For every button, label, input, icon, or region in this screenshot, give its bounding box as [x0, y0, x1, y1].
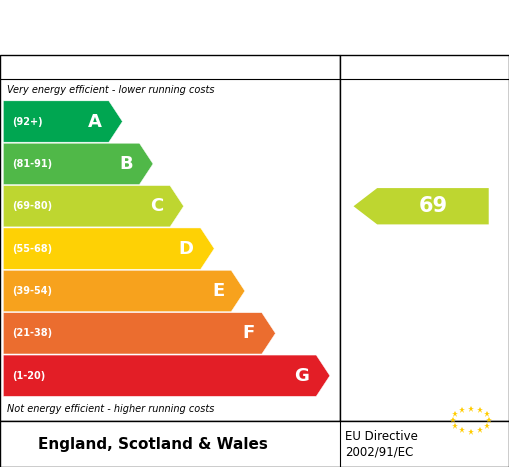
Text: (81-91): (81-91): [12, 159, 52, 169]
Text: G: G: [295, 367, 309, 385]
Text: (69-80): (69-80): [12, 201, 52, 211]
Text: D: D: [179, 240, 194, 258]
Text: E: E: [212, 282, 224, 300]
Text: Very energy efficient - lower running costs: Very energy efficient - lower running co…: [7, 85, 214, 95]
Text: (1-20): (1-20): [12, 371, 45, 381]
Text: Energy Efficiency Rating: Energy Efficiency Rating: [10, 15, 336, 40]
Text: (21-38): (21-38): [12, 328, 52, 338]
Polygon shape: [4, 270, 245, 311]
Text: (55-68): (55-68): [12, 244, 52, 254]
Polygon shape: [4, 228, 214, 269]
Text: England, Scotland & Wales: England, Scotland & Wales: [38, 437, 268, 452]
Polygon shape: [4, 101, 122, 142]
Text: C: C: [150, 197, 163, 215]
Polygon shape: [4, 143, 153, 184]
Text: (39-54): (39-54): [12, 286, 52, 296]
Text: (92+): (92+): [12, 116, 43, 127]
Text: 69: 69: [418, 196, 447, 216]
Text: Not energy efficient - higher running costs: Not energy efficient - higher running co…: [7, 404, 214, 414]
Text: EU Directive
2002/91/EC: EU Directive 2002/91/EC: [345, 430, 418, 458]
Polygon shape: [4, 355, 330, 396]
Text: A: A: [88, 113, 102, 130]
Polygon shape: [4, 185, 184, 227]
Polygon shape: [4, 313, 275, 354]
Text: B: B: [119, 155, 133, 173]
Text: F: F: [243, 325, 255, 342]
Polygon shape: [354, 188, 489, 225]
